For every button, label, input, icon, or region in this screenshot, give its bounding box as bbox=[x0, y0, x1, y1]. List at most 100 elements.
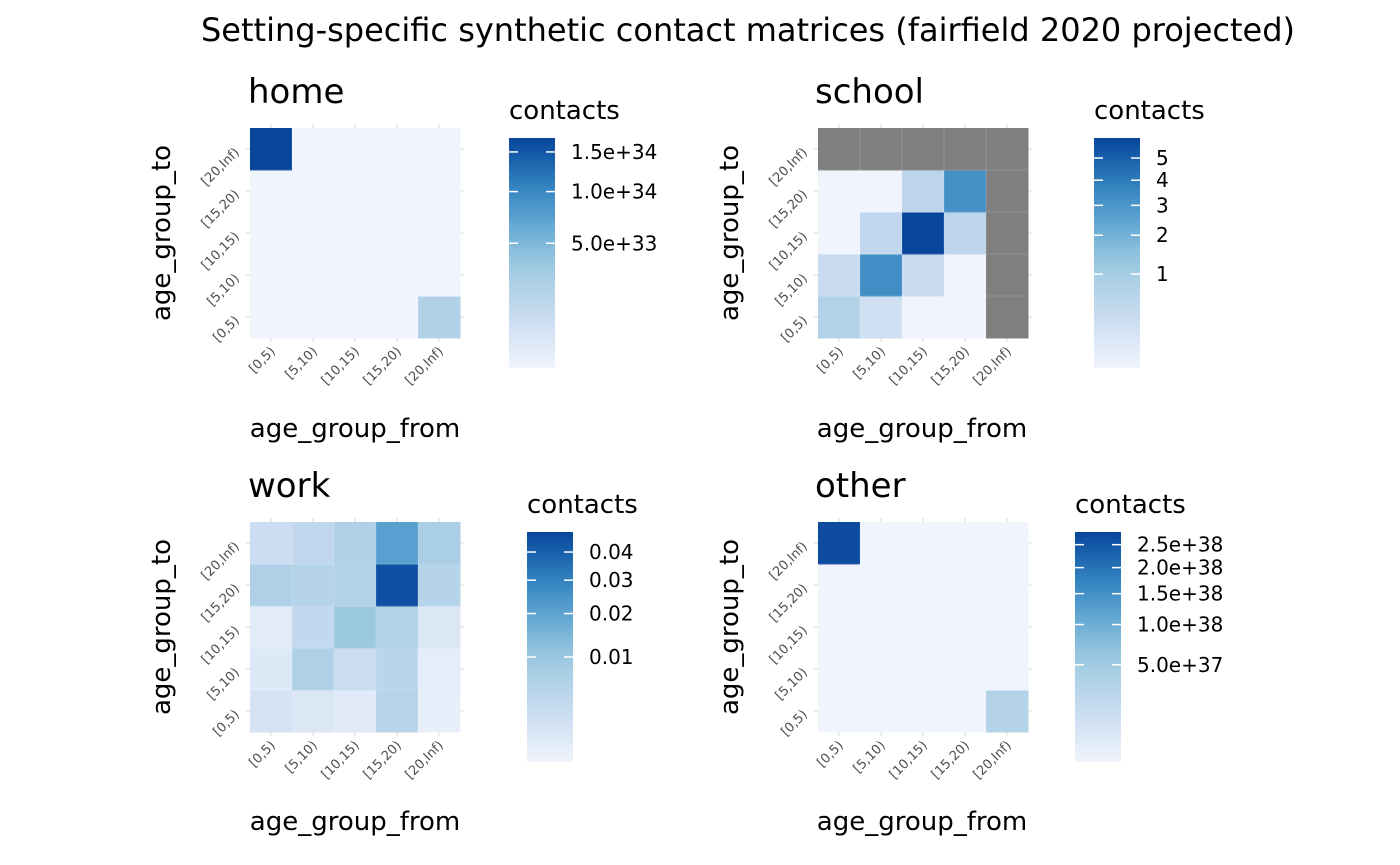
heatmap-cell bbox=[818, 564, 861, 607]
heatmap-cell bbox=[818, 128, 861, 171]
heatmap-cell bbox=[250, 648, 293, 691]
y-tick-label: [5,10) bbox=[205, 665, 243, 703]
y-tick-label: [10,15) bbox=[199, 623, 243, 667]
heatmap-cell bbox=[818, 690, 861, 733]
panels-group: home[0,5) [5,10)[10,15)[15,20)[20,Inf)[0,… bbox=[147, 72, 1223, 837]
heatmap-cell bbox=[292, 254, 335, 297]
y-tick-label: [5,10) bbox=[773, 271, 811, 309]
y-tick-label: [15,20) bbox=[199, 581, 243, 625]
heatmap-cell bbox=[986, 212, 1029, 255]
heatmap-cell bbox=[860, 564, 903, 607]
legend-tick-label: 2.0e+38 bbox=[1137, 556, 1223, 580]
x-tick-label: [20,Inf) bbox=[403, 344, 447, 388]
heatmap-cell bbox=[334, 212, 377, 255]
legend-tick-label: 4 bbox=[1156, 168, 1169, 192]
y-tick-label: [10,15) bbox=[199, 229, 243, 273]
heatmap-cell bbox=[818, 522, 861, 565]
x-tick-label: [0,5) bbox=[814, 344, 846, 376]
legend-tick-label: 1.0e+38 bbox=[1137, 613, 1223, 637]
legend-tick-label: 1 bbox=[1156, 262, 1169, 286]
heatmap-cell bbox=[334, 606, 377, 649]
heatmap-cell bbox=[944, 648, 987, 691]
y-tick-label: [0,5) bbox=[778, 707, 810, 739]
x-tick-label: [20,Inf) bbox=[403, 738, 447, 782]
heatmap-cell bbox=[292, 296, 335, 339]
x-tick-label: [5,10) bbox=[283, 738, 321, 776]
heatmap-cell bbox=[418, 522, 461, 565]
x-tick-label: [5,10) bbox=[283, 344, 321, 382]
heatmap-cell bbox=[376, 254, 419, 297]
heatmap-cell bbox=[376, 212, 419, 255]
heatmap-cell bbox=[944, 606, 987, 649]
x-tick-label: [10,15) bbox=[319, 738, 363, 782]
heatmap-cell bbox=[944, 522, 987, 565]
y-tick-label: [0,5) bbox=[210, 707, 242, 739]
heatmap-cell bbox=[250, 170, 293, 213]
legend-title: contacts bbox=[509, 96, 620, 126]
heatmap-cells bbox=[818, 522, 1029, 733]
heatmap-cell bbox=[986, 128, 1029, 171]
heatmap-cell bbox=[944, 296, 987, 339]
heatmap-cell bbox=[250, 606, 293, 649]
heatmap-cells bbox=[250, 128, 461, 339]
heatmap-cell bbox=[250, 212, 293, 255]
panel-other: other[0,5) [5,10)[10,15)[15,20)[20,Inf)[0… bbox=[715, 466, 1223, 837]
heatmap-cell bbox=[292, 170, 335, 213]
legend-title: contacts bbox=[1094, 96, 1205, 126]
heatmap-cell bbox=[376, 522, 419, 565]
x-tick-label: [5,10) bbox=[851, 344, 889, 382]
heatmap-cell bbox=[944, 564, 987, 607]
panel-school: school[0,5) [5,10)[10,15)[15,20)[20,Inf)[… bbox=[715, 72, 1205, 444]
heatmap-cell bbox=[902, 128, 945, 171]
heatmap-cell bbox=[292, 690, 335, 733]
y-tick-label: [20,Inf) bbox=[767, 539, 811, 583]
heatmap-cell bbox=[902, 564, 945, 607]
heatmap-cell bbox=[376, 606, 419, 649]
heatmap-cells bbox=[250, 522, 461, 733]
heatmap-cell bbox=[860, 212, 903, 255]
panel-home: home[0,5) [5,10)[10,15)[15,20)[20,Inf)[0,… bbox=[147, 72, 657, 444]
heatmap-cell bbox=[292, 648, 335, 691]
heatmap-cell bbox=[902, 170, 945, 213]
heatmap-cell bbox=[986, 690, 1029, 733]
heatmap-cell bbox=[292, 564, 335, 607]
heatmap-cell bbox=[292, 606, 335, 649]
x-axis-title: age_group_from bbox=[250, 414, 460, 444]
heatmap-cell bbox=[334, 522, 377, 565]
heatmap-cell bbox=[860, 648, 903, 691]
y-tick-label: [15,20) bbox=[199, 187, 243, 231]
panel-title: school bbox=[815, 72, 924, 112]
legend: contacts 0.04 0.03 0.02 0.01 bbox=[527, 490, 638, 762]
heatmap-cell bbox=[376, 128, 419, 171]
heatmap-cell bbox=[376, 170, 419, 213]
heatmap-cell bbox=[376, 690, 419, 733]
heatmap-cell bbox=[944, 170, 987, 213]
x-tick-label: [10,15) bbox=[887, 738, 931, 782]
heatmap-cell bbox=[902, 690, 945, 733]
heatmap-cell bbox=[334, 170, 377, 213]
heatmap-cell bbox=[334, 128, 377, 171]
heatmap-cell bbox=[902, 606, 945, 649]
y-axis-title: age_group_to bbox=[715, 145, 745, 321]
heatmap-cell bbox=[818, 170, 861, 213]
legend-tick-label: 5.0e+33 bbox=[571, 231, 657, 255]
legend-tick-label: 0.03 bbox=[589, 568, 634, 592]
legend-colorbar bbox=[1075, 532, 1121, 762]
y-tick-label: [20,Inf) bbox=[199, 539, 243, 583]
heatmap-cell bbox=[986, 564, 1029, 607]
heatmap-cell bbox=[860, 522, 903, 565]
y-tick-label: [5,10) bbox=[773, 665, 811, 703]
legend: contacts 543 2 1 bbox=[1094, 96, 1205, 368]
heatmap-cell bbox=[986, 648, 1029, 691]
heatmap-cell bbox=[860, 128, 903, 171]
heatmap-cell bbox=[902, 648, 945, 691]
legend-tick-label: 3 bbox=[1156, 193, 1169, 217]
heatmap-cell bbox=[292, 212, 335, 255]
heatmap-cell bbox=[250, 254, 293, 297]
heatmap-cell bbox=[418, 648, 461, 691]
y-tick-label: [5,10) bbox=[205, 271, 243, 309]
legend-tick-label: 0.01 bbox=[589, 645, 634, 669]
legend-title: contacts bbox=[527, 490, 638, 520]
legend-tick-label: 1.5e+38 bbox=[1137, 582, 1223, 606]
